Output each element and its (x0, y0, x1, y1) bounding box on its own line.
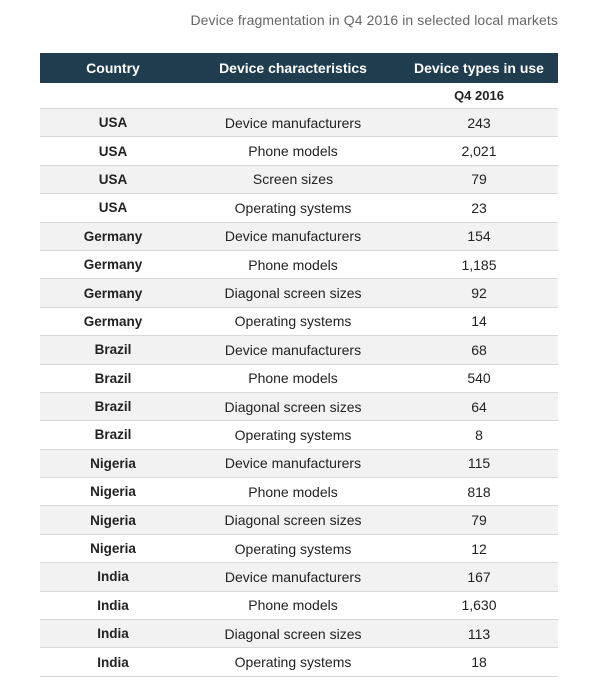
characteristic-cell: Device manufacturers (224, 114, 362, 131)
characteristic-cell: Diagonal screen sizes (224, 285, 362, 302)
characteristic-cell: Device manufacturers (224, 455, 362, 472)
value-cell: 12 (471, 540, 487, 557)
country-cell: USA (98, 200, 128, 216)
table-row: Germany Diagonal screen sizes 92 (40, 279, 558, 308)
value-cell: 2,021 (461, 143, 497, 160)
value-cell: 540 (467, 370, 491, 387)
characteristic-cell: Device manufacturers (224, 228, 362, 245)
country-cell: USA (98, 115, 128, 131)
characteristic-cell: Operating systems (234, 540, 352, 557)
value-cell: 68 (471, 341, 487, 358)
header-device-types-in-use: Device types in use (414, 60, 544, 76)
characteristic-cell: Operating systems (234, 654, 352, 671)
table-row: Nigeria Device manufacturers 115 (40, 449, 558, 479)
subheader-period: Q4 2016 (454, 88, 504, 103)
country-cell: Brazil (94, 370, 132, 386)
country-cell: Brazil (94, 399, 132, 415)
table-row: Nigeria Operating systems 12 (40, 534, 558, 564)
value-cell: 167 (467, 568, 491, 585)
table-row: India Diagonal screen sizes 113 (40, 620, 558, 649)
country-cell: USA (98, 143, 128, 159)
country-cell: India (97, 569, 129, 585)
country-cell: USA (98, 171, 128, 187)
table-row: USA Operating systems 23 (40, 194, 558, 223)
value-cell: 1,185 (461, 256, 497, 273)
characteristic-cell: Device manufacturers (224, 568, 362, 585)
table-row: Nigeria Phone models 818 (40, 478, 558, 507)
country-cell: Nigeria (90, 484, 136, 500)
characteristic-cell: Diagonal screen sizes (224, 625, 362, 642)
characteristic-cell: Operating systems (234, 426, 352, 443)
device-fragmentation-table: Country Device characteristics Device ty… (40, 53, 558, 677)
table-row: Germany Phone models 1,185 (40, 250, 558, 280)
table-row: USA Device manufacturers 243 (40, 109, 558, 138)
table-row: Germany Operating systems 14 (40, 307, 558, 337)
table-body: USA Device manufacturers 243 USA Phone model… (40, 109, 558, 677)
country-cell: Germany (83, 285, 143, 301)
characteristic-cell: Phone models (248, 597, 338, 614)
table-row: India Operating systems 18 (40, 648, 558, 677)
characteristic-cell: Phone models (248, 256, 338, 273)
characteristic-cell: Phone models (248, 370, 338, 387)
characteristic-cell: Operating systems (234, 313, 352, 330)
table-row: USA Phone models 2,021 (40, 137, 558, 166)
country-cell: Germany (83, 228, 143, 244)
characteristic-cell: Diagonal screen sizes (224, 398, 362, 415)
characteristic-cell: Operating systems (234, 199, 352, 216)
country-cell: Nigeria (90, 512, 136, 528)
country-cell: Brazil (94, 427, 132, 443)
value-cell: 14 (471, 313, 487, 330)
table-header-row: Country Device characteristics Device ty… (40, 53, 558, 83)
header-country: Country (86, 60, 140, 76)
table-subheader-row: Q4 2016 (40, 83, 558, 109)
table-row: Brazil Phone models 540 (40, 364, 558, 393)
value-cell: 243 (467, 114, 491, 131)
header-device-characteristics: Device characteristics (219, 60, 367, 76)
value-cell: 79 (471, 171, 487, 188)
value-cell: 18 (471, 654, 487, 671)
table-row: USA Screen sizes 79 (40, 165, 558, 195)
characteristic-cell: Screen sizes (252, 171, 334, 188)
table-row: Germany Device manufacturers 154 (40, 222, 558, 251)
country-cell: India (97, 654, 129, 670)
characteristic-cell: Phone models (248, 483, 338, 500)
characteristic-cell: Phone models (248, 143, 338, 160)
characteristic-cell: Diagonal screen sizes (224, 512, 362, 529)
table-row: Brazil Operating systems 8 (40, 421, 558, 450)
country-cell: Brazil (94, 342, 132, 358)
value-cell: 64 (471, 398, 487, 415)
country-cell: Germany (83, 257, 143, 273)
country-cell: Nigeria (90, 455, 136, 471)
table-row: India Phone models 1,630 (40, 591, 558, 621)
value-cell: 113 (467, 625, 491, 642)
country-cell: Germany (83, 313, 143, 329)
value-cell: 79 (471, 512, 487, 529)
table-row: Brazil Device manufacturers 68 (40, 336, 558, 365)
value-cell: 23 (471, 199, 487, 216)
country-cell: Nigeria (90, 541, 136, 557)
table-row: India Device manufacturers 167 (40, 563, 558, 592)
value-cell: 92 (471, 285, 487, 302)
table-row: Nigeria Diagonal screen sizes 79 (40, 506, 558, 535)
value-cell: 154 (467, 228, 491, 245)
country-cell: India (97, 626, 129, 642)
value-cell: 1,630 (461, 597, 497, 614)
characteristic-cell: Device manufacturers (224, 341, 362, 358)
value-cell: 818 (467, 483, 491, 500)
value-cell: 115 (467, 455, 491, 472)
table-row: Brazil Diagonal screen sizes 64 (40, 392, 558, 422)
table-title: Device fragmentation in Q4 2016 in selec… (190, 12, 558, 28)
value-cell: 8 (475, 426, 483, 443)
country-cell: India (97, 597, 129, 613)
